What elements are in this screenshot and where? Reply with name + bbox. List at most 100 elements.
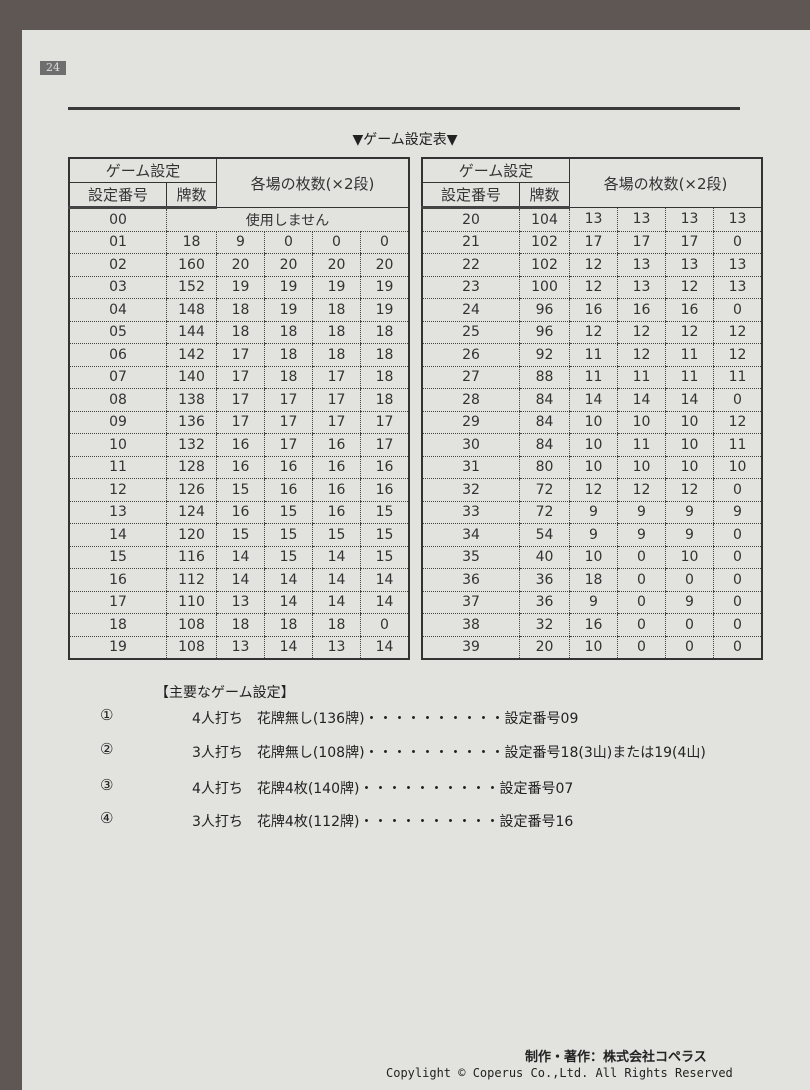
setting-number: 02 bbox=[69, 253, 167, 277]
tile-count: 104 bbox=[519, 207, 570, 232]
field-count: 11 bbox=[617, 433, 666, 457]
table-row: 08 138 17 17 17 18 bbox=[69, 388, 409, 412]
field-count: 15 bbox=[312, 523, 361, 547]
field-count: 0 bbox=[360, 231, 409, 254]
field-count: 14 bbox=[360, 591, 409, 614]
field-count: 18 bbox=[216, 321, 265, 344]
field-count: 16 bbox=[617, 298, 666, 322]
tile-count: 142 bbox=[166, 343, 217, 367]
header-setting-no: 設定番号 bbox=[421, 182, 520, 209]
tile-count: 92 bbox=[519, 343, 570, 367]
setting-number: 29 bbox=[422, 411, 520, 434]
field-count: 16 bbox=[312, 478, 361, 502]
field-count: 15 bbox=[264, 523, 313, 547]
table-row: 25 96 12 12 12 12 bbox=[422, 321, 762, 344]
field-count: 18 bbox=[312, 613, 361, 637]
tile-count: 96 bbox=[519, 321, 570, 344]
field-count: 18 bbox=[216, 298, 265, 322]
field-count: 18 bbox=[264, 343, 313, 367]
field-count: 10 bbox=[665, 546, 714, 569]
field-count: 17 bbox=[216, 411, 265, 434]
field-count: 11 bbox=[665, 343, 714, 367]
table-row: 37 36 9 0 9 0 bbox=[422, 591, 762, 614]
field-count: 10 bbox=[665, 411, 714, 434]
field-count: 9 bbox=[713, 501, 762, 524]
field-count: 10 bbox=[569, 433, 618, 457]
field-count: 18 bbox=[360, 321, 409, 344]
field-count: 19 bbox=[264, 298, 313, 322]
table-row: 01 18 9 0 0 0 bbox=[69, 231, 409, 254]
field-count: 9 bbox=[569, 523, 618, 547]
field-count: 12 bbox=[665, 321, 714, 344]
field-count: 17 bbox=[312, 411, 361, 434]
field-count: 0 bbox=[665, 636, 714, 660]
header-rule bbox=[68, 107, 740, 110]
tile-count: 54 bbox=[519, 523, 570, 547]
table-row: 30 84 10 11 10 11 bbox=[422, 433, 762, 457]
setting-number: 30 bbox=[422, 433, 520, 457]
field-count: 18 bbox=[312, 343, 361, 367]
setting-number: 12 bbox=[69, 478, 167, 502]
field-count: 14 bbox=[569, 388, 618, 412]
table-row: 28 84 14 14 14 0 bbox=[422, 388, 762, 412]
setting-number: 27 bbox=[422, 366, 520, 389]
field-count: 17 bbox=[216, 343, 265, 367]
field-count: 0 bbox=[713, 298, 762, 322]
field-count: 15 bbox=[216, 523, 265, 547]
field-count: 14 bbox=[216, 546, 265, 569]
field-count: 18 bbox=[312, 298, 361, 322]
tile-count: 132 bbox=[166, 433, 217, 457]
field-count: 11 bbox=[665, 366, 714, 389]
table-row: 21 102 17 17 17 0 bbox=[422, 231, 762, 254]
field-count: 14 bbox=[312, 568, 361, 592]
field-count: 18 bbox=[312, 321, 361, 344]
field-count: 9 bbox=[617, 523, 666, 547]
setting-number: 36 bbox=[422, 568, 520, 592]
field-count: 16 bbox=[665, 298, 714, 322]
item-mark: ② bbox=[100, 740, 114, 758]
field-count: 18 bbox=[569, 568, 618, 592]
table-row: 20 104 13 13 13 13 bbox=[422, 207, 762, 232]
field-count: 0 bbox=[312, 231, 361, 254]
field-count: 19 bbox=[264, 276, 313, 299]
field-count: 13 bbox=[216, 591, 265, 614]
setting-number: 10 bbox=[69, 433, 167, 457]
field-count: 14 bbox=[360, 568, 409, 592]
field-count: 10 bbox=[569, 546, 618, 569]
setting-number: 19 bbox=[69, 636, 167, 660]
field-count: 9 bbox=[665, 591, 714, 614]
field-count: 17 bbox=[264, 433, 313, 457]
main-setting-item: 3人打ち 花牌4枚(112牌)・・・・・・・・・・設定番号16 bbox=[192, 814, 574, 830]
field-count: 20 bbox=[216, 253, 265, 277]
field-count: 0 bbox=[264, 231, 313, 254]
field-count: 10 bbox=[569, 411, 618, 434]
page-number: 24 bbox=[40, 61, 66, 75]
field-count: 0 bbox=[617, 591, 666, 614]
setting-number: 38 bbox=[422, 613, 520, 637]
tile-count: 36 bbox=[519, 591, 570, 614]
field-count: 15 bbox=[360, 501, 409, 524]
setting-number: 26 bbox=[422, 343, 520, 367]
field-count: 16 bbox=[312, 433, 361, 457]
field-count: 13 bbox=[665, 207, 714, 232]
field-count: 16 bbox=[360, 478, 409, 502]
setting-number: 09 bbox=[69, 411, 167, 434]
tile-count: 72 bbox=[519, 501, 570, 524]
table-row: 05 144 18 18 18 18 bbox=[69, 321, 409, 344]
field-count: 13 bbox=[665, 253, 714, 277]
field-count: 11 bbox=[713, 366, 762, 389]
setting-number: 18 bbox=[69, 613, 167, 637]
table-title: ▼ゲーム設定表▼ bbox=[352, 132, 458, 148]
field-count: 17 bbox=[312, 388, 361, 412]
main-setting-item: 4人打ち 花牌無し(136牌)・・・・・・・・・・設定番号09 bbox=[192, 711, 579, 727]
tile-count: 80 bbox=[519, 456, 570, 479]
field-count: 18 bbox=[360, 366, 409, 389]
setting-number: 17 bbox=[69, 591, 167, 614]
table-row: 12 126 15 16 16 16 bbox=[69, 478, 409, 502]
table-row: 00 使用しません bbox=[69, 207, 409, 232]
field-count: 13 bbox=[216, 636, 265, 660]
field-count: 10 bbox=[617, 411, 666, 434]
field-count: 12 bbox=[665, 478, 714, 502]
field-count: 15 bbox=[264, 546, 313, 569]
field-count: 12 bbox=[713, 321, 762, 344]
